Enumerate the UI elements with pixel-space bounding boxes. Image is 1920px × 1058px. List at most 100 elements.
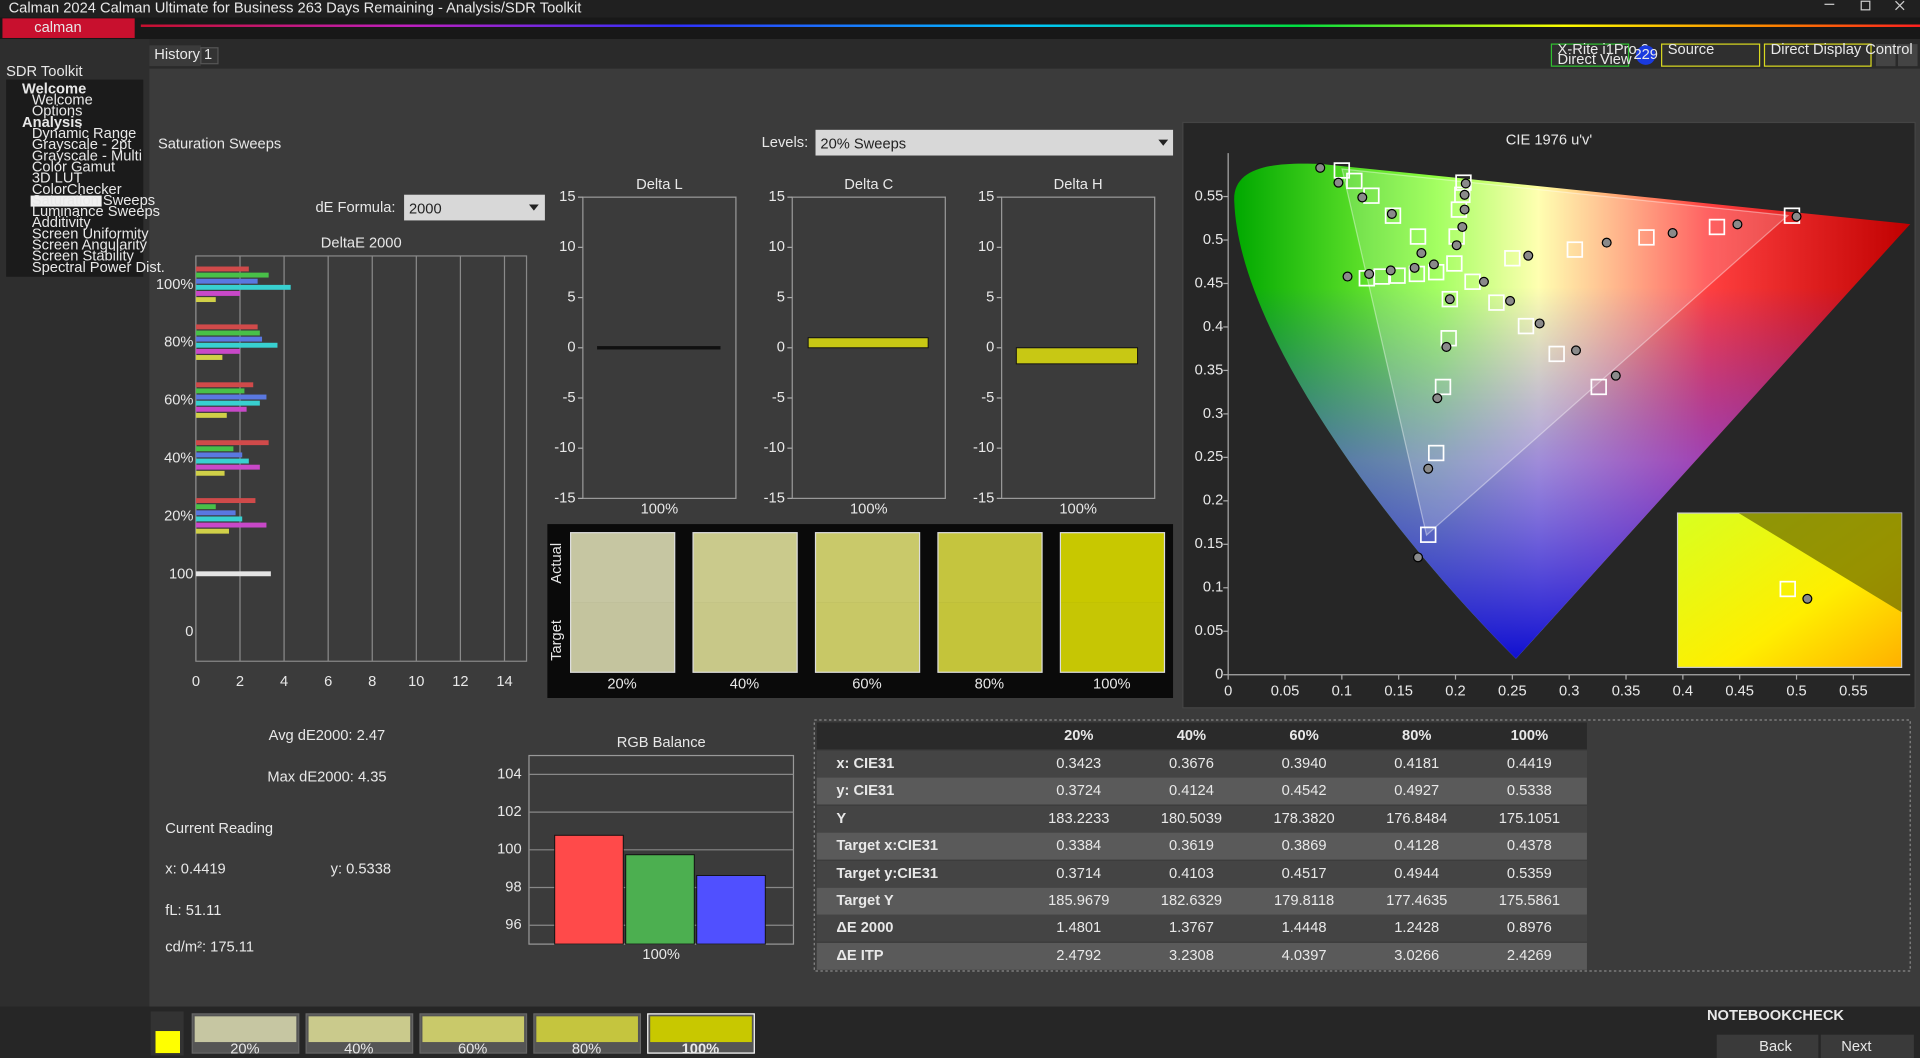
x-tick-label: 100%: [642, 947, 680, 963]
next-label[interactable]: Next: [1841, 1039, 1871, 1055]
bar: [195, 464, 260, 470]
x-tick-label: 0: [192, 674, 200, 690]
target-point: [1638, 229, 1655, 246]
target-point: [1441, 290, 1459, 308]
table-cell: 0.3619: [1169, 838, 1214, 854]
table-row-label: y: CIE31: [836, 783, 894, 799]
bar: [195, 297, 216, 303]
tree-item[interactable]: 3D LUT: [32, 171, 83, 187]
table-cell: 0.4542: [1282, 783, 1327, 799]
thumb-label[interactable]: 40%: [344, 1041, 373, 1057]
title-bar: [0, 0, 1920, 18]
tree-item[interactable]: Screen Uniformity: [32, 226, 149, 242]
target-point: [1488, 294, 1505, 311]
thumb-label[interactable]: 100%: [682, 1041, 720, 1057]
y-tick-label: 10: [978, 239, 994, 255]
tree-item[interactable]: Color Gamut: [32, 160, 115, 176]
tree-item[interactable]: Grayscale - 2pt: [32, 137, 132, 153]
tab[interactable]: [149, 45, 201, 67]
table-cell: 182.6329: [1161, 893, 1222, 909]
measured-point: [1412, 552, 1424, 563]
tree-item[interactable]: ColorChecker: [32, 182, 122, 198]
tree-item[interactable]: Welcome: [32, 93, 93, 109]
tree-item[interactable]: Options: [32, 104, 83, 120]
table-cell: 180.5039: [1161, 811, 1222, 827]
zoom-inset-shade: [1738, 513, 1902, 613]
target-point: [1548, 345, 1565, 363]
tab-label[interactable]: History 1: [154, 47, 212, 63]
thumb-color: [422, 1016, 525, 1043]
swatch-actual: [570, 532, 675, 603]
y-tick-label: -10: [973, 440, 994, 456]
display-selector[interactable]: [1763, 43, 1872, 67]
y-tick-label: 10: [769, 239, 785, 255]
bar: [195, 330, 260, 336]
back-button[interactable]: [1716, 1034, 1819, 1058]
maximize-button[interactable]: [1860, 0, 1871, 11]
swatch-target: [937, 602, 1043, 673]
tree-group[interactable]: Welcome: [22, 81, 86, 97]
table-cell: 1.2428: [1394, 920, 1439, 936]
levels-dropdown[interactable]: [815, 129, 1174, 156]
bar: [195, 571, 271, 577]
y-tick-label: 0: [777, 340, 785, 356]
tree-item[interactable]: Grayscale - Multi: [32, 148, 142, 164]
logo-box[interactable]: [2, 18, 135, 38]
back-label[interactable]: Back: [1759, 1039, 1792, 1055]
swatch-label: 100%: [1093, 676, 1131, 692]
measured-point: [1357, 192, 1368, 203]
bar: [195, 470, 225, 476]
tree-selection: [30, 195, 102, 207]
tree-item[interactable]: Additivity: [32, 215, 91, 231]
bar: [1015, 347, 1139, 365]
y-tick-label: 15: [559, 189, 575, 205]
close-button[interactable]: [1895, 0, 1905, 11]
thumb-label[interactable]: 80%: [572, 1041, 601, 1057]
thumb-color: [308, 1016, 411, 1043]
measured-point: [1416, 248, 1427, 259]
source-selector[interactable]: [1661, 43, 1761, 67]
badge[interactable]: [1635, 45, 1656, 65]
table-cell: 175.1051: [1499, 811, 1560, 827]
add-tab-button[interactable]: [200, 47, 219, 65]
tree-group[interactable]: Analysis: [22, 115, 82, 131]
table-cell: 0.4927: [1394, 783, 1439, 799]
bar: [195, 382, 254, 388]
table-cell: 0.4103: [1169, 866, 1214, 882]
bar: [195, 272, 269, 278]
bar: [195, 355, 223, 360]
tree-item[interactable]: Dynamic Range: [32, 126, 137, 142]
y-tick-label: 0.05: [1195, 623, 1224, 639]
tree-item[interactable]: Screen Angularity: [32, 238, 148, 254]
table-header: 40%: [1177, 728, 1206, 744]
y-tick-label: 0: [986, 340, 994, 356]
tree-item[interactable]: Spectral Power Dist.: [32, 260, 165, 276]
tree-item[interactable]: Luminance Sweeps: [32, 204, 160, 220]
settings-button[interactable]: [1875, 44, 1896, 67]
y-tick-label: 0: [567, 340, 575, 356]
swatch-border: [570, 532, 676, 673]
x-tick-label: 0.15: [1384, 684, 1413, 700]
table-cell: 1.4448: [1282, 920, 1327, 936]
measured-point: [1523, 250, 1534, 261]
table-cell: 183.2233: [1048, 811, 1109, 827]
reading-fl: fL: 51.11: [165, 903, 221, 919]
swatch-border: [814, 532, 921, 673]
y-tick-label: 0.5: [1203, 232, 1223, 248]
next-button[interactable]: [1820, 1034, 1914, 1058]
table-cell: 3.2308: [1169, 948, 1214, 964]
tree-item[interactable]: Screen Stability: [32, 249, 135, 265]
layout-button[interactable]: [1897, 44, 1918, 67]
menu-bar: [0, 17, 1920, 40]
y-tick-label: 0.4: [1203, 319, 1223, 335]
minimize-button[interactable]: [1824, 3, 1835, 5]
meter-selector[interactable]: [1550, 43, 1630, 67]
tree-item[interactable]: Saturation Sweeps: [32, 193, 155, 209]
thumb-label[interactable]: 60%: [458, 1041, 487, 1057]
formula-dropdown[interactable]: [404, 194, 545, 221]
table-row-label: Target Y: [836, 893, 894, 909]
x-tick-label: 100%: [641, 501, 679, 517]
thumb-label[interactable]: 20%: [230, 1041, 259, 1057]
y-tick-label: 102: [497, 804, 522, 820]
